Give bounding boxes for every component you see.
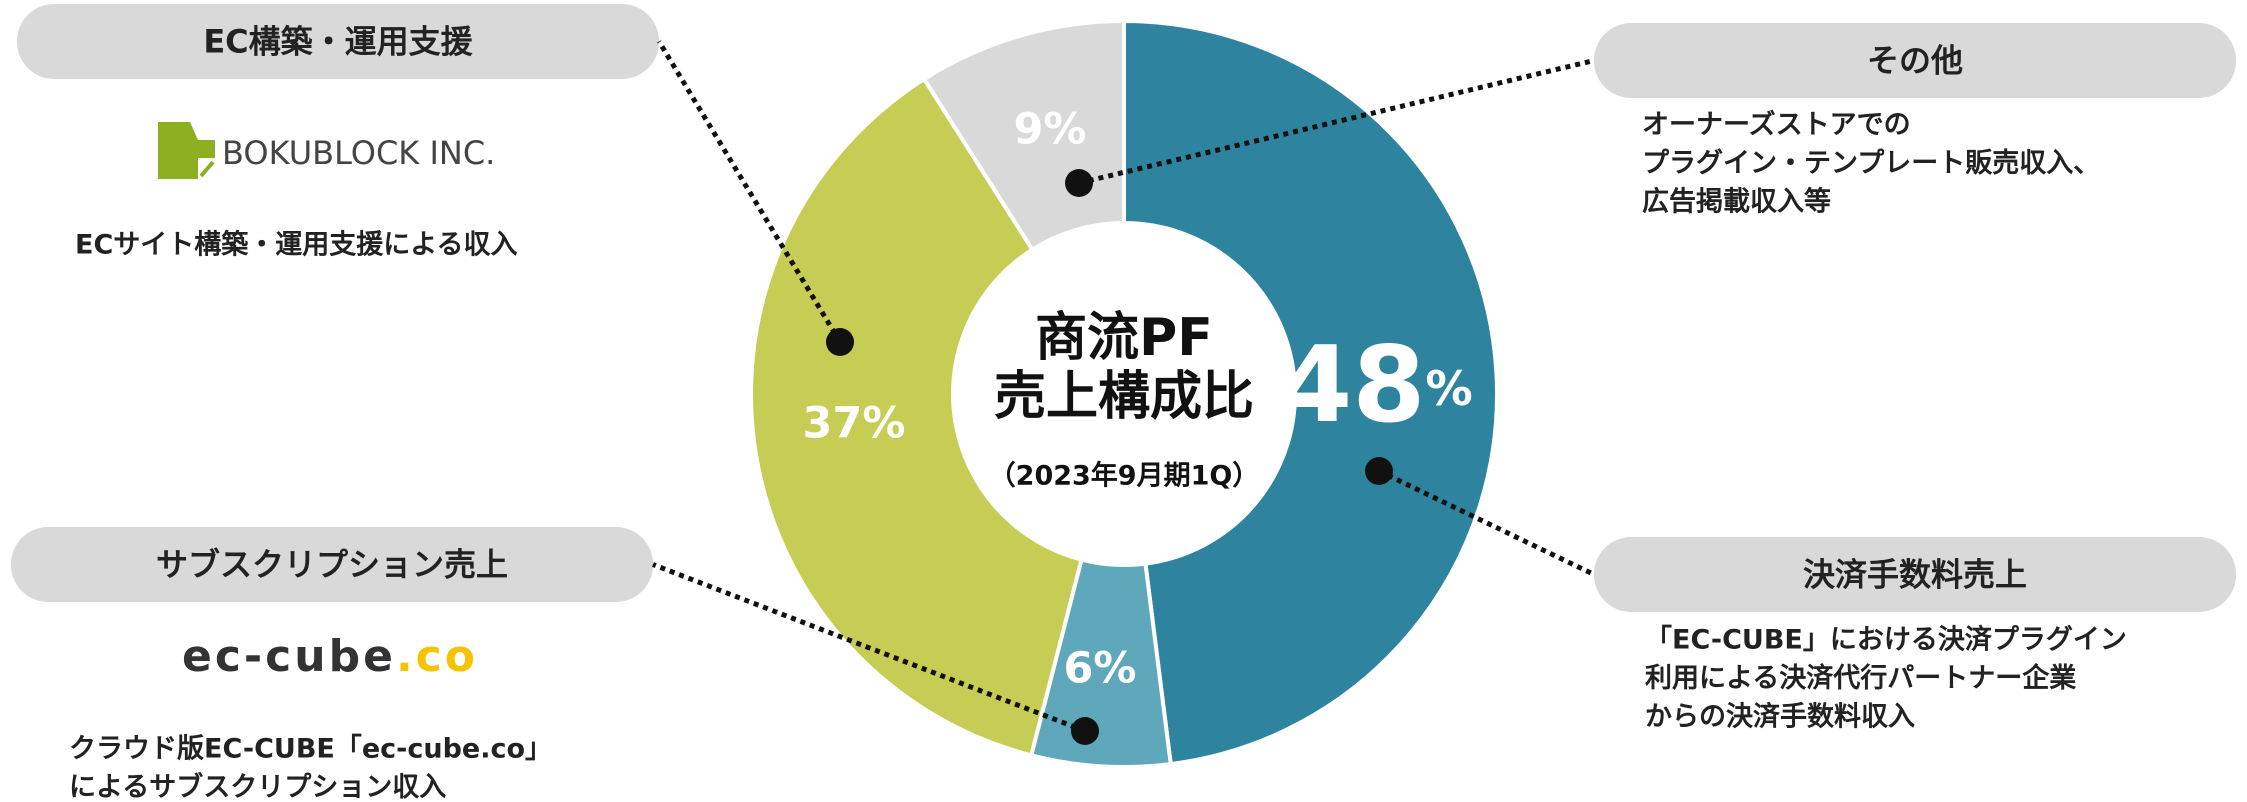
callout-pill	[1594, 537, 2236, 612]
callout-title: その他	[1867, 42, 1963, 80]
logo-part: ec-cube	[182, 631, 396, 682]
donut-hole	[953, 223, 1295, 565]
bokublock-icon	[158, 122, 215, 179]
donut	[749, 18, 1499, 769]
value-label: 9%	[1013, 105, 1086, 155]
leader-dot	[1071, 717, 1099, 745]
callout-title: サブスクリプション売上	[156, 546, 508, 584]
leader-line	[1078, 58, 1595, 186]
description: ECサイト構築・運用支援による収入	[75, 229, 517, 261]
center-title: 売上構成比	[994, 367, 1254, 427]
callout-pill	[17, 4, 659, 79]
callout-pill	[11, 527, 653, 602]
logo-part: .co	[396, 631, 478, 682]
description: クラウド版EC-CUBE「ec-cube.co」	[69, 733, 552, 765]
description: によるサブスクリプション収入	[69, 771, 446, 802]
description: オーナーズストアでの	[1642, 109, 1911, 141]
value-label: 37%	[803, 399, 906, 449]
description: 広告掲載収入等	[1642, 186, 1831, 218]
callout-title: 決済手数料売上	[1803, 556, 2027, 594]
description: プラグイン・テンプレート販売収入、	[1642, 147, 2100, 179]
leader-line	[656, 40, 843, 344]
leader-dot	[1365, 457, 1393, 485]
center-subtitle: （2023年9月期1Q）	[989, 460, 1260, 492]
logo-text: ec-cube.co	[182, 631, 478, 682]
callout-title: EC構築・運用支援	[203, 23, 473, 61]
value-label: 6%	[1063, 644, 1136, 694]
value-label: 48%	[1279, 324, 1472, 446]
description: からの決済手数料収入	[1645, 701, 1915, 733]
leader-line	[652, 562, 1086, 734]
description: 利用による決済代行パートナー企業	[1645, 662, 2076, 694]
leader-dot	[826, 328, 854, 356]
description: 「EC-CUBE」における決済プラグイン	[1645, 624, 2127, 656]
callout-pill	[1594, 23, 2236, 98]
leader-dot	[1065, 169, 1093, 197]
center-title: 商流PF	[1035, 308, 1213, 368]
logo-text: BOKUBLOCK INC.	[222, 134, 495, 172]
